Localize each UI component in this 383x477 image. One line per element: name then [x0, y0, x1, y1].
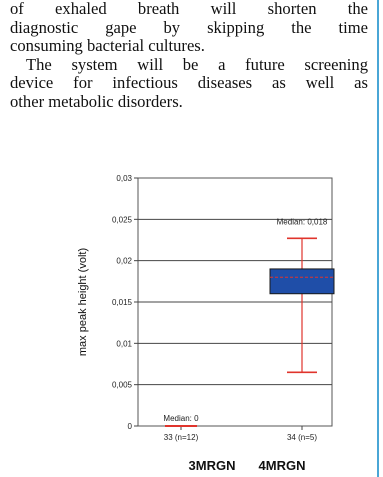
text-line: device for infectious diseases as well a…	[10, 73, 368, 93]
y-tick-label: 0,005	[112, 381, 133, 390]
median-label: Median: 0,018	[277, 217, 328, 226]
box-plot-chart: 0 0,005 0,01 0,015 0,02 0,025 0,03 max peak hei…	[77, 174, 335, 473]
group-label: 4MRGN	[259, 458, 306, 473]
y-tick-label: 0,01	[116, 339, 132, 348]
paragraph-2: The system will be a future screening de…	[10, 54, 368, 112]
median-label: Median: 0	[163, 414, 199, 423]
x-tick-label: 33 (n=12)	[164, 433, 199, 442]
y-tick-label: 0	[128, 422, 133, 431]
paragraph-1: of exhaled breath will shorten the diagn…	[10, 0, 368, 56]
box	[269, 268, 335, 295]
y-axis-label: max peak height (volt)	[77, 248, 89, 356]
text-line: other metabolic disorders.	[10, 91, 183, 111]
y-tick-label: 0,03	[116, 174, 132, 183]
group-label: 3MRGN	[189, 458, 236, 473]
body-text: of exhaled breath will shorten the diagn…	[10, 0, 368, 112]
y-tick-label: 0,02	[116, 257, 132, 266]
text-line: diagnostic gape by skipping the time	[10, 17, 368, 37]
text-line: The system will be a future screening	[26, 54, 368, 74]
column-divider	[377, 0, 379, 477]
text-line: consuming bacterial cultures.	[10, 36, 205, 56]
x-tick-label: 34 (n=5)	[287, 433, 317, 442]
text-line: of exhaled breath will shorten the	[10, 0, 368, 18]
y-tick-label: 0,025	[112, 215, 133, 224]
y-tick-label: 0,015	[112, 298, 133, 307]
